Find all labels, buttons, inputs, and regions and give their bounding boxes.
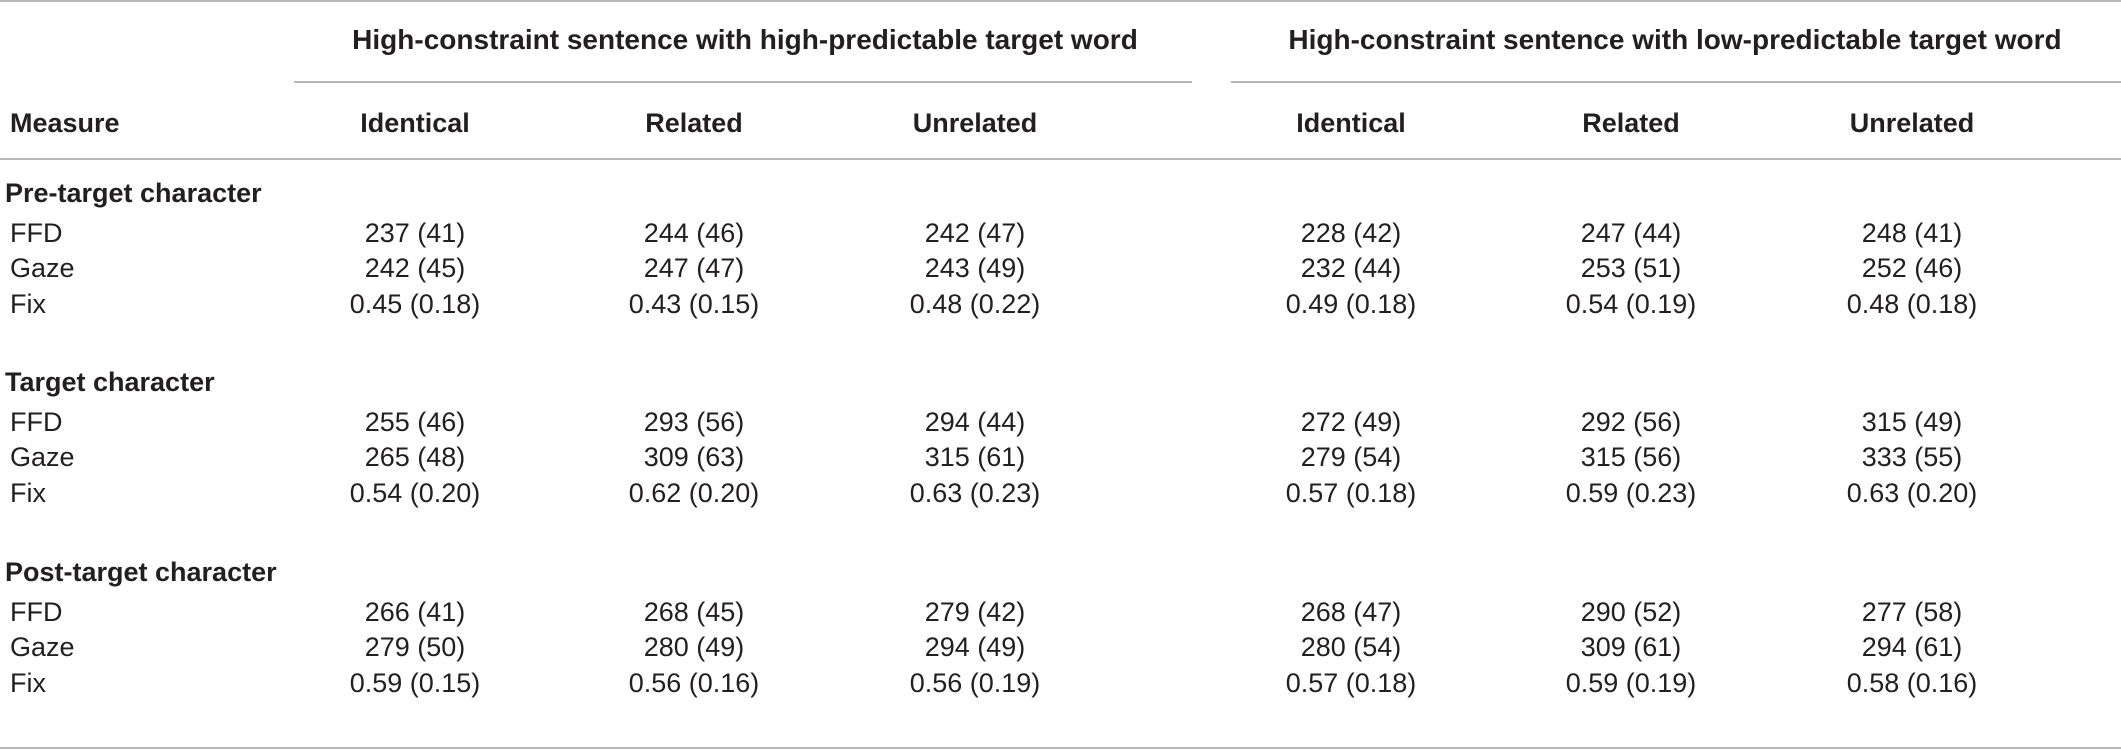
table-cell: 228 (42) bbox=[1300, 217, 1402, 248]
table-cell: 294 (44) bbox=[924, 406, 1026, 437]
table-cell: 293 (56) bbox=[643, 406, 745, 437]
column-header-unrelated-low: Unrelated bbox=[1849, 108, 1975, 138]
table-cell: 279 (54) bbox=[1300, 442, 1402, 472]
table-cell: 0.54 (0.19) bbox=[1565, 288, 1697, 319]
table-cell: 315 (49) bbox=[1861, 406, 1963, 437]
measure-label: Gaze bbox=[10, 442, 75, 472]
table-cell: 0.58 (0.16) bbox=[1846, 667, 1978, 698]
table-cell: 268 (45) bbox=[643, 596, 745, 627]
table-cell: 0.56 (0.16) bbox=[628, 667, 760, 698]
table-cell: 279 (50) bbox=[364, 632, 466, 662]
table-cell: 247 (44) bbox=[1580, 217, 1682, 248]
table-cell: 290 (52) bbox=[1580, 596, 1682, 627]
column-header-related-high: Related bbox=[645, 108, 743, 138]
column-header-unrelated-high: Unrelated bbox=[912, 108, 1038, 138]
measure-label: FFD bbox=[10, 217, 63, 248]
table-cell: 294 (49) bbox=[924, 632, 1026, 662]
table-cell: 253 (51) bbox=[1580, 253, 1682, 283]
table-cell: 315 (56) bbox=[1580, 442, 1682, 472]
measure-label: FFD bbox=[10, 596, 63, 627]
table-cell: 247 (47) bbox=[643, 253, 745, 283]
table-cell: 309 (61) bbox=[1580, 632, 1682, 662]
top-rule bbox=[0, 0, 2121, 2]
measure-label: Fix bbox=[10, 288, 46, 319]
section-title: Pre-target character bbox=[5, 178, 262, 208]
table-cell: 0.54 (0.20) bbox=[349, 477, 481, 508]
column-header-identical-high: Identical bbox=[360, 108, 470, 138]
table-cell: 0.63 (0.20) bbox=[1846, 477, 1978, 508]
table-cell: 294 (61) bbox=[1861, 632, 1963, 662]
table-cell: 333 (55) bbox=[1861, 442, 1963, 472]
table-cell: 244 (46) bbox=[643, 217, 745, 248]
section-title: Target character bbox=[5, 367, 215, 397]
table-cell: 266 (41) bbox=[364, 596, 466, 627]
table-cell: 0.57 (0.18) bbox=[1285, 667, 1417, 698]
table-cell: 243 (49) bbox=[924, 253, 1026, 283]
measure-label: Gaze bbox=[10, 632, 75, 662]
table-cell: 280 (49) bbox=[643, 632, 745, 662]
table-cell: 0.63 (0.23) bbox=[909, 477, 1041, 508]
group-header-low-predictable: High-constraint sentence with low-predic… bbox=[1288, 24, 2062, 55]
table-cell: 242 (45) bbox=[364, 253, 466, 283]
column-header-identical-low: Identical bbox=[1296, 108, 1406, 138]
table-cell: 0.45 (0.18) bbox=[349, 288, 481, 319]
measure-column-header: Measure bbox=[10, 108, 120, 138]
table-cell: 232 (44) bbox=[1300, 253, 1402, 283]
table-cell: 0.43 (0.15) bbox=[628, 288, 760, 319]
column-header-related-low: Related bbox=[1582, 108, 1680, 138]
table-cell: 265 (48) bbox=[364, 442, 466, 472]
table-cell: 309 (63) bbox=[643, 442, 745, 472]
table-cell: 0.57 (0.18) bbox=[1285, 477, 1417, 508]
measure-label: Fix bbox=[10, 667, 46, 698]
table-cell: 280 (54) bbox=[1300, 632, 1402, 662]
table-cell: 248 (41) bbox=[1861, 217, 1963, 248]
table-cell: 279 (42) bbox=[924, 596, 1026, 627]
table-cell: 0.48 (0.22) bbox=[909, 288, 1041, 319]
header-bottom-rule bbox=[0, 158, 2121, 160]
table-cell: 0.59 (0.19) bbox=[1565, 667, 1697, 698]
table-cell: 315 (61) bbox=[924, 442, 1026, 472]
table-cell: 242 (47) bbox=[924, 217, 1026, 248]
table-cell: 0.62 (0.20) bbox=[628, 477, 760, 508]
table-cell: 0.56 (0.19) bbox=[909, 667, 1041, 698]
measure-label: Gaze bbox=[10, 253, 75, 283]
table-cell: 268 (47) bbox=[1300, 596, 1402, 627]
table-cell: 252 (46) bbox=[1861, 253, 1963, 283]
measure-label: Fix bbox=[10, 477, 46, 508]
table-cell: 237 (41) bbox=[364, 217, 466, 248]
group-header-high-predictable: High-constraint sentence with high-predi… bbox=[352, 24, 1138, 55]
table-cell: 0.59 (0.15) bbox=[349, 667, 481, 698]
table-cell: 0.59 (0.23) bbox=[1565, 477, 1697, 508]
table-cell: 255 (46) bbox=[364, 406, 466, 437]
table-cell: 0.48 (0.18) bbox=[1846, 288, 1978, 319]
group-underline-left bbox=[294, 81, 1192, 83]
table-cell: 0.49 (0.18) bbox=[1285, 288, 1417, 319]
table-cell: 277 (58) bbox=[1861, 596, 1963, 627]
bottom-rule bbox=[0, 747, 2121, 749]
table-cell: 272 (49) bbox=[1300, 406, 1402, 437]
group-underline-right bbox=[1231, 81, 2121, 83]
measure-label: FFD bbox=[10, 406, 63, 437]
section-title: Post-target character bbox=[5, 557, 277, 587]
table-cell: 292 (56) bbox=[1580, 406, 1682, 437]
